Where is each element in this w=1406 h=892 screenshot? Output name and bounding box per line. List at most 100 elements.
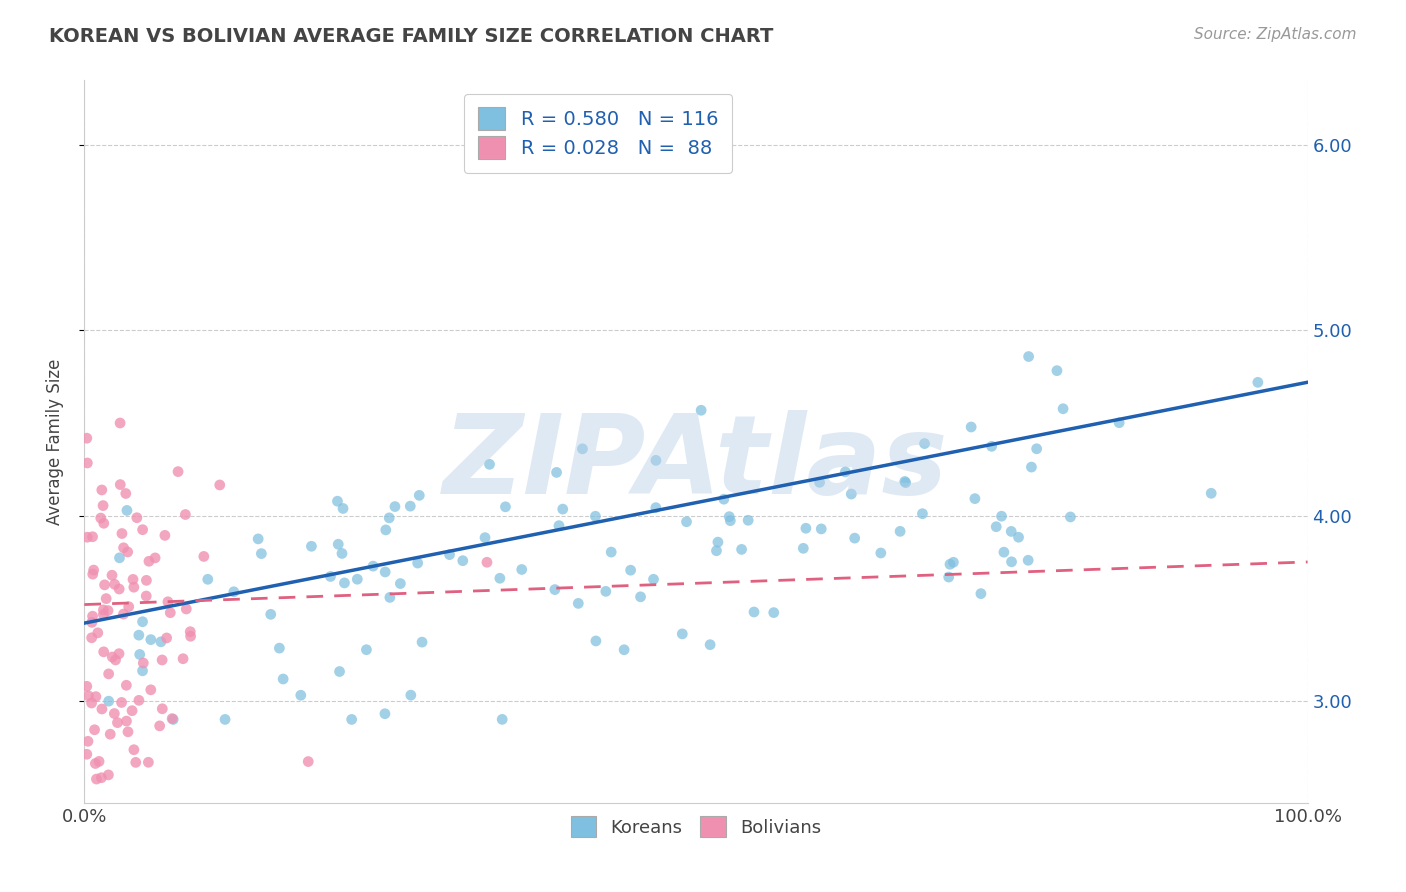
- Point: [172, 651, 194, 665]
- Point: [159, 606, 181, 620]
- Point: [150, 702, 173, 716]
- Point: [328, 537, 350, 551]
- Point: [737, 513, 759, 527]
- Point: [671, 627, 693, 641]
- Point: [115, 503, 138, 517]
- Point: [544, 582, 567, 597]
- Point: [118, 599, 141, 614]
- Point: [939, 558, 962, 572]
- Point: [297, 755, 319, 769]
- Point: [1018, 350, 1040, 364]
- Point: [290, 688, 312, 702]
- Point: [583, 509, 606, 524]
- Point: [125, 756, 148, 770]
- Point: [97, 666, 120, 681]
- Point: [894, 475, 917, 489]
- Point: [645, 453, 668, 467]
- Point: [153, 528, 176, 542]
- Point: [117, 724, 139, 739]
- Point: [82, 567, 104, 582]
- Point: [406, 556, 429, 570]
- Point: [844, 531, 866, 545]
- Point: [208, 478, 231, 492]
- Point: [620, 563, 643, 577]
- Point: [91, 499, 114, 513]
- Point: [176, 602, 198, 616]
- Point: [76, 431, 98, 445]
- Point: [131, 664, 153, 678]
- Point: [567, 596, 589, 610]
- Point: [93, 516, 115, 531]
- Point: [179, 624, 201, 639]
- Point: [101, 650, 124, 665]
- Point: [83, 723, 105, 737]
- Point: [84, 756, 107, 771]
- Point: [713, 492, 735, 507]
- Point: [1007, 530, 1029, 544]
- Point: [571, 442, 593, 456]
- Point: [1000, 555, 1022, 569]
- Point: [374, 565, 396, 579]
- Point: [76, 679, 98, 693]
- Point: [808, 475, 831, 490]
- Point: [84, 690, 107, 704]
- Y-axis label: Average Family Size: Average Family Size: [45, 359, 63, 524]
- Point: [125, 510, 148, 524]
- Point: [193, 549, 215, 564]
- Point: [889, 524, 911, 539]
- Point: [160, 712, 183, 726]
- Point: [718, 514, 741, 528]
- Point: [330, 546, 353, 560]
- Point: [411, 635, 433, 649]
- Point: [346, 572, 368, 586]
- Point: [894, 475, 917, 490]
- Point: [162, 713, 184, 727]
- Point: [1017, 553, 1039, 567]
- Point: [138, 554, 160, 568]
- Point: [260, 607, 283, 622]
- Point: [139, 632, 162, 647]
- Point: [77, 734, 100, 748]
- Point: [478, 458, 501, 472]
- Point: [374, 523, 396, 537]
- Point: [121, 704, 143, 718]
- Point: [914, 436, 936, 450]
- Point: [489, 571, 512, 585]
- Point: [942, 555, 965, 569]
- Point: [97, 694, 120, 708]
- Point: [378, 511, 401, 525]
- Point: [80, 696, 103, 710]
- Point: [546, 466, 568, 480]
- Point: [699, 638, 721, 652]
- Point: [319, 569, 342, 583]
- Point: [93, 578, 115, 592]
- Point: [990, 509, 1012, 524]
- Point: [644, 500, 666, 515]
- Point: [149, 635, 172, 649]
- Point: [408, 488, 430, 502]
- Point: [108, 647, 131, 661]
- Point: [378, 591, 401, 605]
- Point: [114, 486, 136, 500]
- Point: [960, 420, 983, 434]
- Point: [87, 625, 110, 640]
- Point: [122, 573, 145, 587]
- Point: [104, 577, 127, 591]
- Point: [792, 541, 814, 556]
- Point: [810, 522, 832, 536]
- Point: [911, 507, 934, 521]
- Point: [361, 559, 384, 574]
- Point: [1247, 376, 1270, 390]
- Point: [595, 584, 617, 599]
- Point: [111, 526, 134, 541]
- Point: [384, 500, 406, 514]
- Point: [494, 500, 516, 514]
- Point: [794, 521, 817, 535]
- Point: [548, 518, 571, 533]
- Point: [174, 508, 197, 522]
- Point: [167, 465, 190, 479]
- Point: [76, 456, 98, 470]
- Point: [399, 499, 422, 513]
- Point: [115, 714, 138, 728]
- Point: [104, 653, 127, 667]
